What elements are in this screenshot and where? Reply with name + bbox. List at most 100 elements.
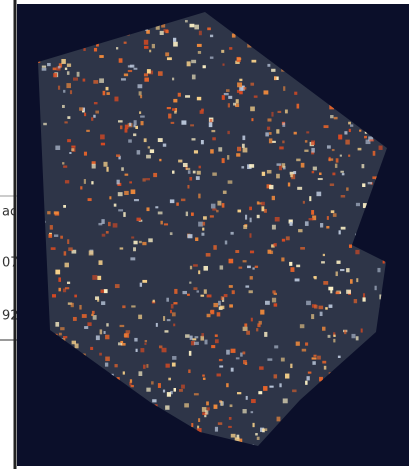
hotspot [250,317,253,322]
hotspot [93,80,99,84]
hotspot [181,120,187,125]
hotspot [290,174,293,178]
hotspot [105,86,109,91]
hotspot [95,110,100,114]
hotspot [99,329,103,335]
hotspot [140,348,145,353]
hotspot [357,147,362,151]
hotspot [242,326,248,332]
hotspot [290,267,295,272]
hotspot [258,391,263,395]
hotspot [282,122,286,127]
hotspot [107,221,111,227]
hotspot [266,126,271,130]
hotspot [118,155,121,160]
hotspot [168,377,171,381]
hotspot [63,251,67,256]
hotspot [104,362,109,367]
hotspot [161,22,166,28]
hotspot [294,91,298,95]
hotspot [201,108,204,112]
hotspot [138,314,143,320]
hotspot [160,220,163,225]
hotspot [119,125,123,130]
hotspot [216,209,219,213]
hotspot [266,169,272,174]
hotspot [63,338,66,343]
hotspot [82,107,86,112]
hotspot [170,121,175,124]
hotspot [285,236,290,241]
hotspot [340,170,344,173]
hotspot [142,279,148,283]
hotspot [74,294,77,298]
hotspot [335,158,339,163]
hotspot [306,376,310,381]
hotspot [84,326,89,329]
hotspot [188,350,192,356]
hotspot [71,340,77,345]
hotspot [206,407,210,411]
hotspot [209,118,213,124]
hotspot [326,145,331,149]
hotspot [311,147,315,153]
hotspot [187,293,190,296]
hotspot [236,153,241,157]
hotspot [196,428,202,433]
hotspot [260,309,265,315]
hotspot [171,108,176,111]
hotspot [136,217,141,222]
hotspot [162,389,166,393]
hotspot [67,139,71,143]
hotspot [213,245,217,250]
hotspot [221,49,225,53]
hotspot [311,140,315,146]
hotspot [157,71,163,76]
hotspot [172,356,177,360]
hotspot [106,92,110,95]
hotspot [173,37,177,42]
hotspot [189,335,193,340]
hotspot [190,341,196,346]
hotspot [95,296,100,300]
hotspot [173,302,178,305]
hotspot [101,219,105,224]
hotspot [61,58,66,64]
hotspot [382,260,385,264]
hotspot [52,294,57,298]
hotspot [146,154,151,159]
hotspot [249,164,255,168]
hotspot [129,379,133,383]
hotspot [184,20,188,23]
hotspot [206,294,212,298]
hotspot [280,357,285,362]
hotspot [166,57,172,61]
hotspot [157,138,163,143]
hotspot [242,135,246,141]
hotspot [120,342,126,346]
hotspot [256,436,260,440]
hotspot [326,225,330,229]
hotspot [194,336,199,339]
hotspot [223,294,228,298]
hotspot [193,287,198,291]
hotspot [197,425,200,429]
hotspot [116,47,119,50]
hotspot [230,348,236,353]
hotspot [331,148,335,152]
hotspot [276,163,281,166]
hotspot [339,154,342,157]
hotspot [191,59,197,64]
hotspot [228,416,232,420]
hotspot [305,380,308,385]
hotspot [189,23,195,28]
hotspot [191,138,196,141]
hotspot [134,337,138,342]
hotspot [67,239,70,245]
hotspot [64,180,70,184]
hotspot [355,249,360,255]
hotspot [256,214,260,219]
hotspot [168,113,172,119]
hotspot [49,225,53,230]
hotspot [253,95,258,98]
